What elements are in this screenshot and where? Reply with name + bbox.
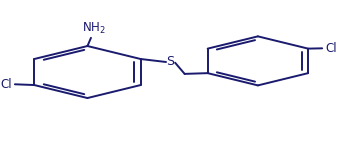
- Text: NH$_2$: NH$_2$: [82, 21, 106, 36]
- Text: S: S: [167, 56, 175, 69]
- Text: Cl: Cl: [1, 78, 12, 91]
- Text: Cl: Cl: [325, 42, 337, 55]
